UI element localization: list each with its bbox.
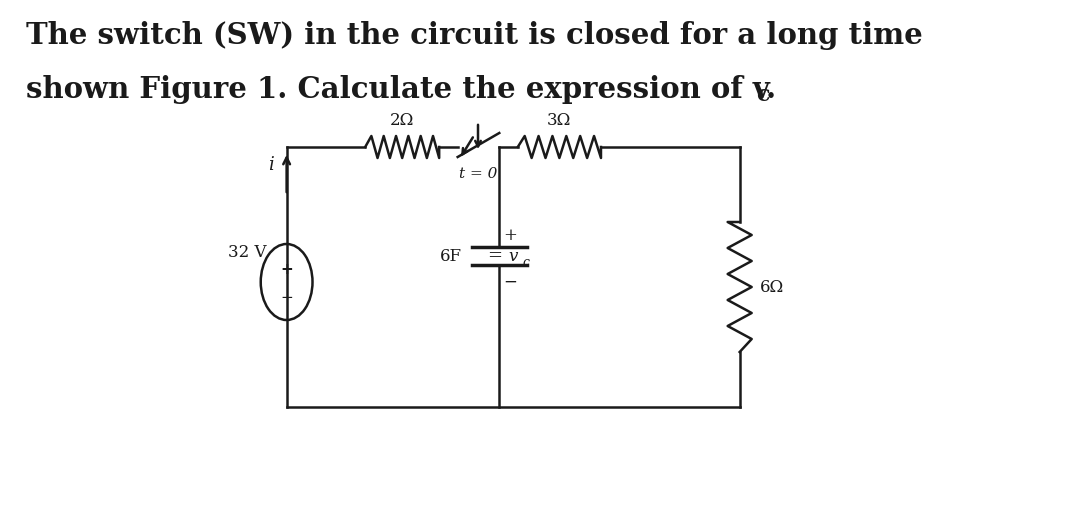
Text: −: − [503, 273, 517, 291]
Text: t = 0: t = 0 [459, 167, 498, 181]
Text: 3Ω: 3Ω [548, 112, 571, 129]
Text: i: i [268, 156, 273, 174]
Text: +: + [280, 262, 293, 276]
Text: shown Figure 1. Calculate the expression of v: shown Figure 1. Calculate the expression… [26, 75, 770, 103]
Text: 6F: 6F [441, 247, 462, 265]
Text: +: + [503, 227, 517, 243]
Text: .: . [766, 75, 775, 103]
Text: c: c [523, 256, 529, 269]
Text: 32 V: 32 V [228, 243, 267, 261]
Text: c: c [756, 84, 769, 106]
Text: −: − [280, 289, 293, 305]
Text: 2Ω: 2Ω [390, 112, 415, 129]
Text: =: = [487, 247, 502, 265]
Text: 6Ω: 6Ω [760, 278, 784, 296]
Text: v: v [509, 247, 518, 265]
Text: The switch (SW) in the circuit is closed for a long time: The switch (SW) in the circuit is closed… [26, 20, 922, 50]
